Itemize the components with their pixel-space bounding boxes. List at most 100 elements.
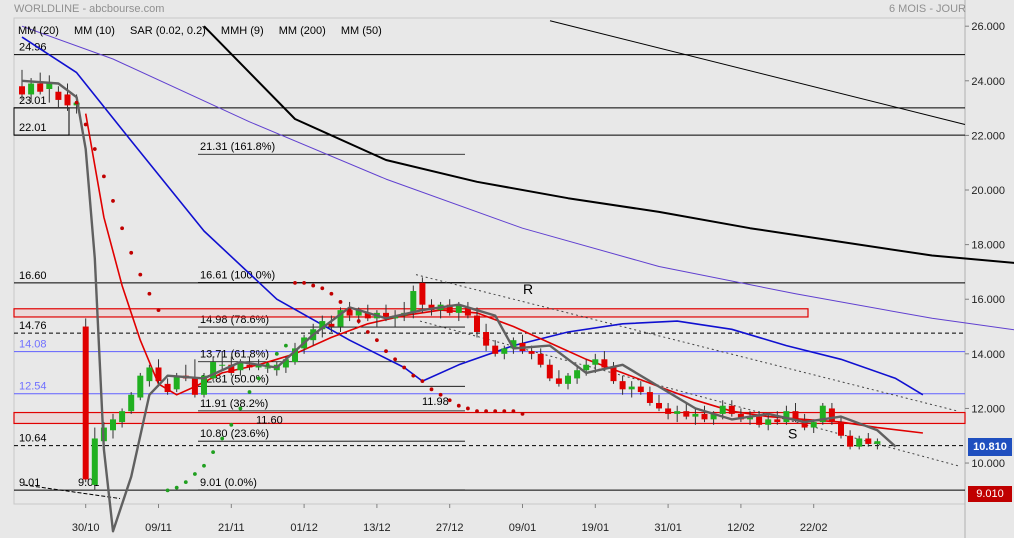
candle-body [355,310,362,316]
sar-dot [302,280,306,285]
candle-body [792,411,799,420]
candle-body [455,304,462,313]
legend-mmh: MMH (9) [220,25,264,37]
level-label: 12.54 [19,381,47,393]
candle-body [82,326,89,480]
sar-dot [447,398,452,403]
candle-body [801,419,808,428]
candle-body [137,375,144,398]
candle-body [601,359,608,368]
sar-dot [129,250,134,255]
candle-body [219,364,226,366]
candle-body [410,291,417,313]
sar-dot [466,406,470,411]
level-label: 10.64 [19,433,47,445]
level-label: 16.60 [19,270,47,282]
candle-body [574,370,581,379]
candle-body [146,367,153,382]
candle-body [28,83,35,95]
candle-body [91,438,98,485]
sar-dot [484,409,488,414]
last-price-badge: 10.810 [968,438,1012,456]
level-label: 9.01 [19,477,40,489]
trendline-long [549,20,966,125]
y-tick-label: 14.000 [971,349,1005,361]
candle-body [847,435,854,447]
sar-dot [83,122,88,127]
y-tick-label: 12.000 [971,403,1005,415]
y-tick-label: 24.000 [971,76,1005,88]
candle-body [728,405,735,414]
sar-dot [365,330,370,334]
y-tick-label: 26.000 [971,21,1005,33]
fib-label: 16.61 (100.0%) [200,270,275,282]
candle-body [510,340,517,349]
sar-dot [293,280,297,285]
candle-body [747,416,753,420]
x-tick-label: 13/12 [363,522,391,534]
x-tick-label: 12/02 [727,522,755,534]
x-tick-label: 31/01 [654,522,682,534]
fib-label: 13.71 (61.8%) [200,349,269,361]
candle-body [419,282,426,305]
candle-body [765,419,772,425]
candle-body [774,419,781,423]
candle-body [492,345,499,354]
candle-body [810,422,817,428]
sar-dot [193,472,197,476]
trendline-start [23,484,121,500]
level-label: 23.01 [19,95,47,107]
legend-mm10: MM (10) [74,25,115,37]
candle-body [201,375,207,395]
sar-dot [329,291,334,296]
x-tick-label: 09/11 [145,522,172,534]
candle-body [546,364,553,379]
candle-body [46,83,53,89]
y-tick-label: 20.000 [971,185,1005,197]
mmh-line [21,79,897,533]
y-tick-label: 10.000 [971,458,1005,470]
support-level-badge: 9.010 [968,486,1012,502]
sar-dot [402,365,407,370]
candle-body [683,411,690,417]
candle-body [756,416,763,425]
sar-dot [456,403,461,408]
candle-body [110,419,116,431]
sar-dot [202,463,206,468]
candle-body [592,359,599,365]
candle-body [583,364,590,371]
y-tick-label: 22.000 [971,130,1005,142]
candle-body [692,413,699,417]
sar-dot [438,392,443,397]
candle-body [364,312,371,319]
sar-dot [274,351,279,356]
fib-label: 11.91 (38.2%) [200,398,268,410]
x-tick-label: 01/12 [290,522,318,534]
candle-body [619,381,626,390]
legend-mm200: MM (200) [278,25,326,37]
trendline-channel-upper [415,274,959,412]
candle-body [674,411,681,414]
sar-dot [174,485,179,490]
candle-body [328,323,335,327]
sar-dot [138,272,143,277]
candle-body [637,386,644,393]
level-label: 22.01 [19,122,47,134]
x-tick-label: 21/11 [218,522,245,534]
sar-dot [165,488,170,493]
candle-body [37,83,44,92]
candle-body [282,359,289,368]
candle-body [537,353,544,365]
candle-body [865,438,872,444]
sar-dot [256,376,261,381]
sar-dot [120,226,124,231]
sar-dot [384,349,388,354]
candle-body [464,307,471,316]
candle-body [246,364,253,368]
x-tick-label: 19/01 [582,522,610,534]
candle-body [610,367,617,382]
mm20-line [21,36,924,396]
sar-dot [111,199,115,203]
candle-body [292,348,298,363]
